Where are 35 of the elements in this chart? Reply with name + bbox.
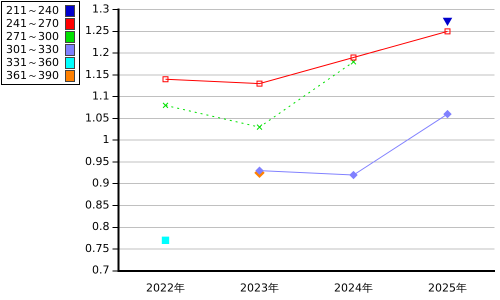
point: [162, 102, 168, 108]
y-tick-label: 0.9: [92, 176, 110, 190]
point: [256, 80, 262, 87]
y-tick-label: 1.1: [92, 90, 110, 103]
point: [349, 171, 358, 180]
point: [162, 236, 170, 244]
legend-label: 241～270: [6, 17, 59, 30]
x-tick-label: 2023年: [240, 281, 279, 294]
y-tick-label: 1.05: [84, 111, 110, 124]
point: [444, 110, 452, 118]
point: [444, 28, 450, 34]
y-tick-label: 1: [102, 133, 110, 146]
y-tick-label: 1.2: [92, 46, 110, 59]
y-tick-label: 0.85: [84, 198, 110, 212]
x-tick-label: 2024年: [334, 281, 373, 294]
y-tick-label: 0.75: [84, 242, 110, 255]
point: [162, 76, 168, 82]
legend-label: 331～360: [6, 56, 59, 69]
legend-label: 211～240: [6, 4, 59, 17]
y-tick-label: 0.95: [84, 154, 110, 168]
legend-label: 271～300: [6, 30, 59, 43]
point: [443, 18, 452, 26]
legend-label: 301～330: [6, 43, 59, 56]
y-tick-label: 1.3: [92, 2, 110, 16]
x-tick-label: 2022年: [146, 281, 185, 294]
point: [350, 54, 356, 60]
y-tick-label: 1.25: [84, 24, 110, 38]
x-tick-label: 2025年: [428, 281, 467, 294]
point: [350, 58, 356, 65]
y-tick-label: 0.7: [92, 264, 110, 277]
point: [256, 124, 262, 130]
y-tick-label: 1.15: [84, 68, 110, 81]
point: [255, 166, 264, 175]
legend-label: 361～390: [6, 69, 59, 82]
y-tick-label: 0.8: [92, 220, 110, 234]
